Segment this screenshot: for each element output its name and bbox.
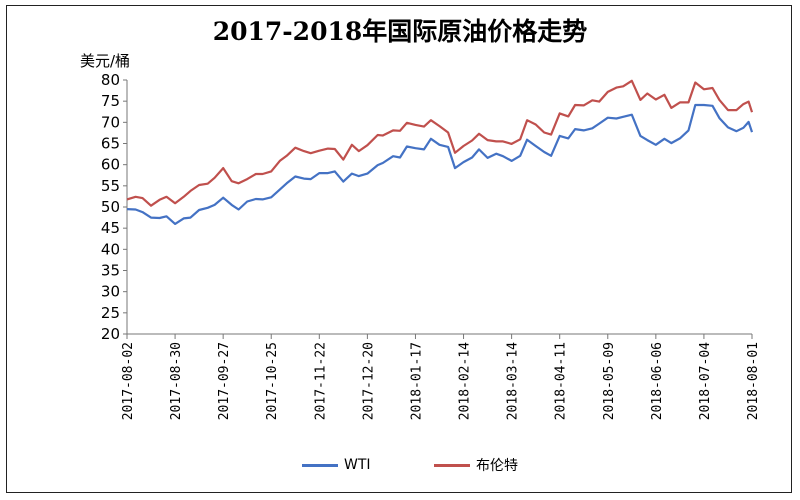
x-tick-label: 2017-11-22 bbox=[313, 342, 328, 420]
y-tick-label: 70 bbox=[101, 113, 120, 131]
x-tick-label: 2017-09-27 bbox=[217, 342, 232, 420]
x-tick-label: 2018-08-01 bbox=[746, 342, 761, 420]
x-tick-label: 2018-05-09 bbox=[602, 342, 617, 420]
y-tick-label: 40 bbox=[101, 240, 120, 258]
x-tick-label: 2018-07-04 bbox=[698, 342, 713, 420]
y-tick-label: 50 bbox=[101, 198, 120, 216]
series-line-1 bbox=[126, 79, 754, 207]
y-tick-label: 45 bbox=[101, 219, 120, 237]
y-tick-label: 25 bbox=[101, 304, 120, 322]
x-tick-label: 2018-02-14 bbox=[458, 342, 473, 420]
y-tick-label: 75 bbox=[101, 92, 120, 110]
y-axis-unit-label: 美元/桶 bbox=[80, 52, 131, 70]
y-tick-label: 30 bbox=[101, 283, 120, 301]
x-tick-label: 2017-10-25 bbox=[265, 342, 280, 420]
y-tick-label: 60 bbox=[101, 156, 120, 174]
legend-label-wti: WTI bbox=[344, 457, 371, 473]
x-tick-label: 2018-01-17 bbox=[409, 342, 424, 420]
legend-item-wti: WTI bbox=[302, 455, 371, 475]
legend-swatch-brent bbox=[434, 463, 470, 467]
x-tick-label: 2017-08-30 bbox=[169, 342, 184, 420]
y-tick-label: 80 bbox=[101, 71, 120, 89]
chart-title: 2017-2018年国际原油价格走势 bbox=[212, 17, 588, 46]
x-tick-label: 2018-03-14 bbox=[506, 342, 521, 420]
legend-item-brent: 布伦特 bbox=[434, 455, 518, 475]
chart-axes: 20 25 30 35 40 45 50 55 60 65 70 75 80 2017-08-02 2017… bbox=[101, 71, 761, 420]
series-line-0 bbox=[126, 103, 754, 225]
x-tick-label: 2017-08-02 bbox=[121, 342, 136, 420]
series-layer bbox=[126, 79, 754, 225]
legend-swatch-wti bbox=[302, 463, 338, 467]
y-tick-label: 20 bbox=[101, 325, 120, 343]
x-tick-label: 2018-06-06 bbox=[650, 342, 665, 420]
x-tick-label: 2018-04-11 bbox=[554, 342, 569, 420]
y-tick-label: 55 bbox=[101, 177, 120, 195]
chart-frame bbox=[6, 5, 792, 493]
x-tick-label: 2017-12-20 bbox=[361, 342, 376, 420]
legend-label-brent: 布伦特 bbox=[476, 458, 518, 474]
y-tick-label: 35 bbox=[101, 262, 120, 280]
y-tick-label: 65 bbox=[101, 135, 120, 153]
